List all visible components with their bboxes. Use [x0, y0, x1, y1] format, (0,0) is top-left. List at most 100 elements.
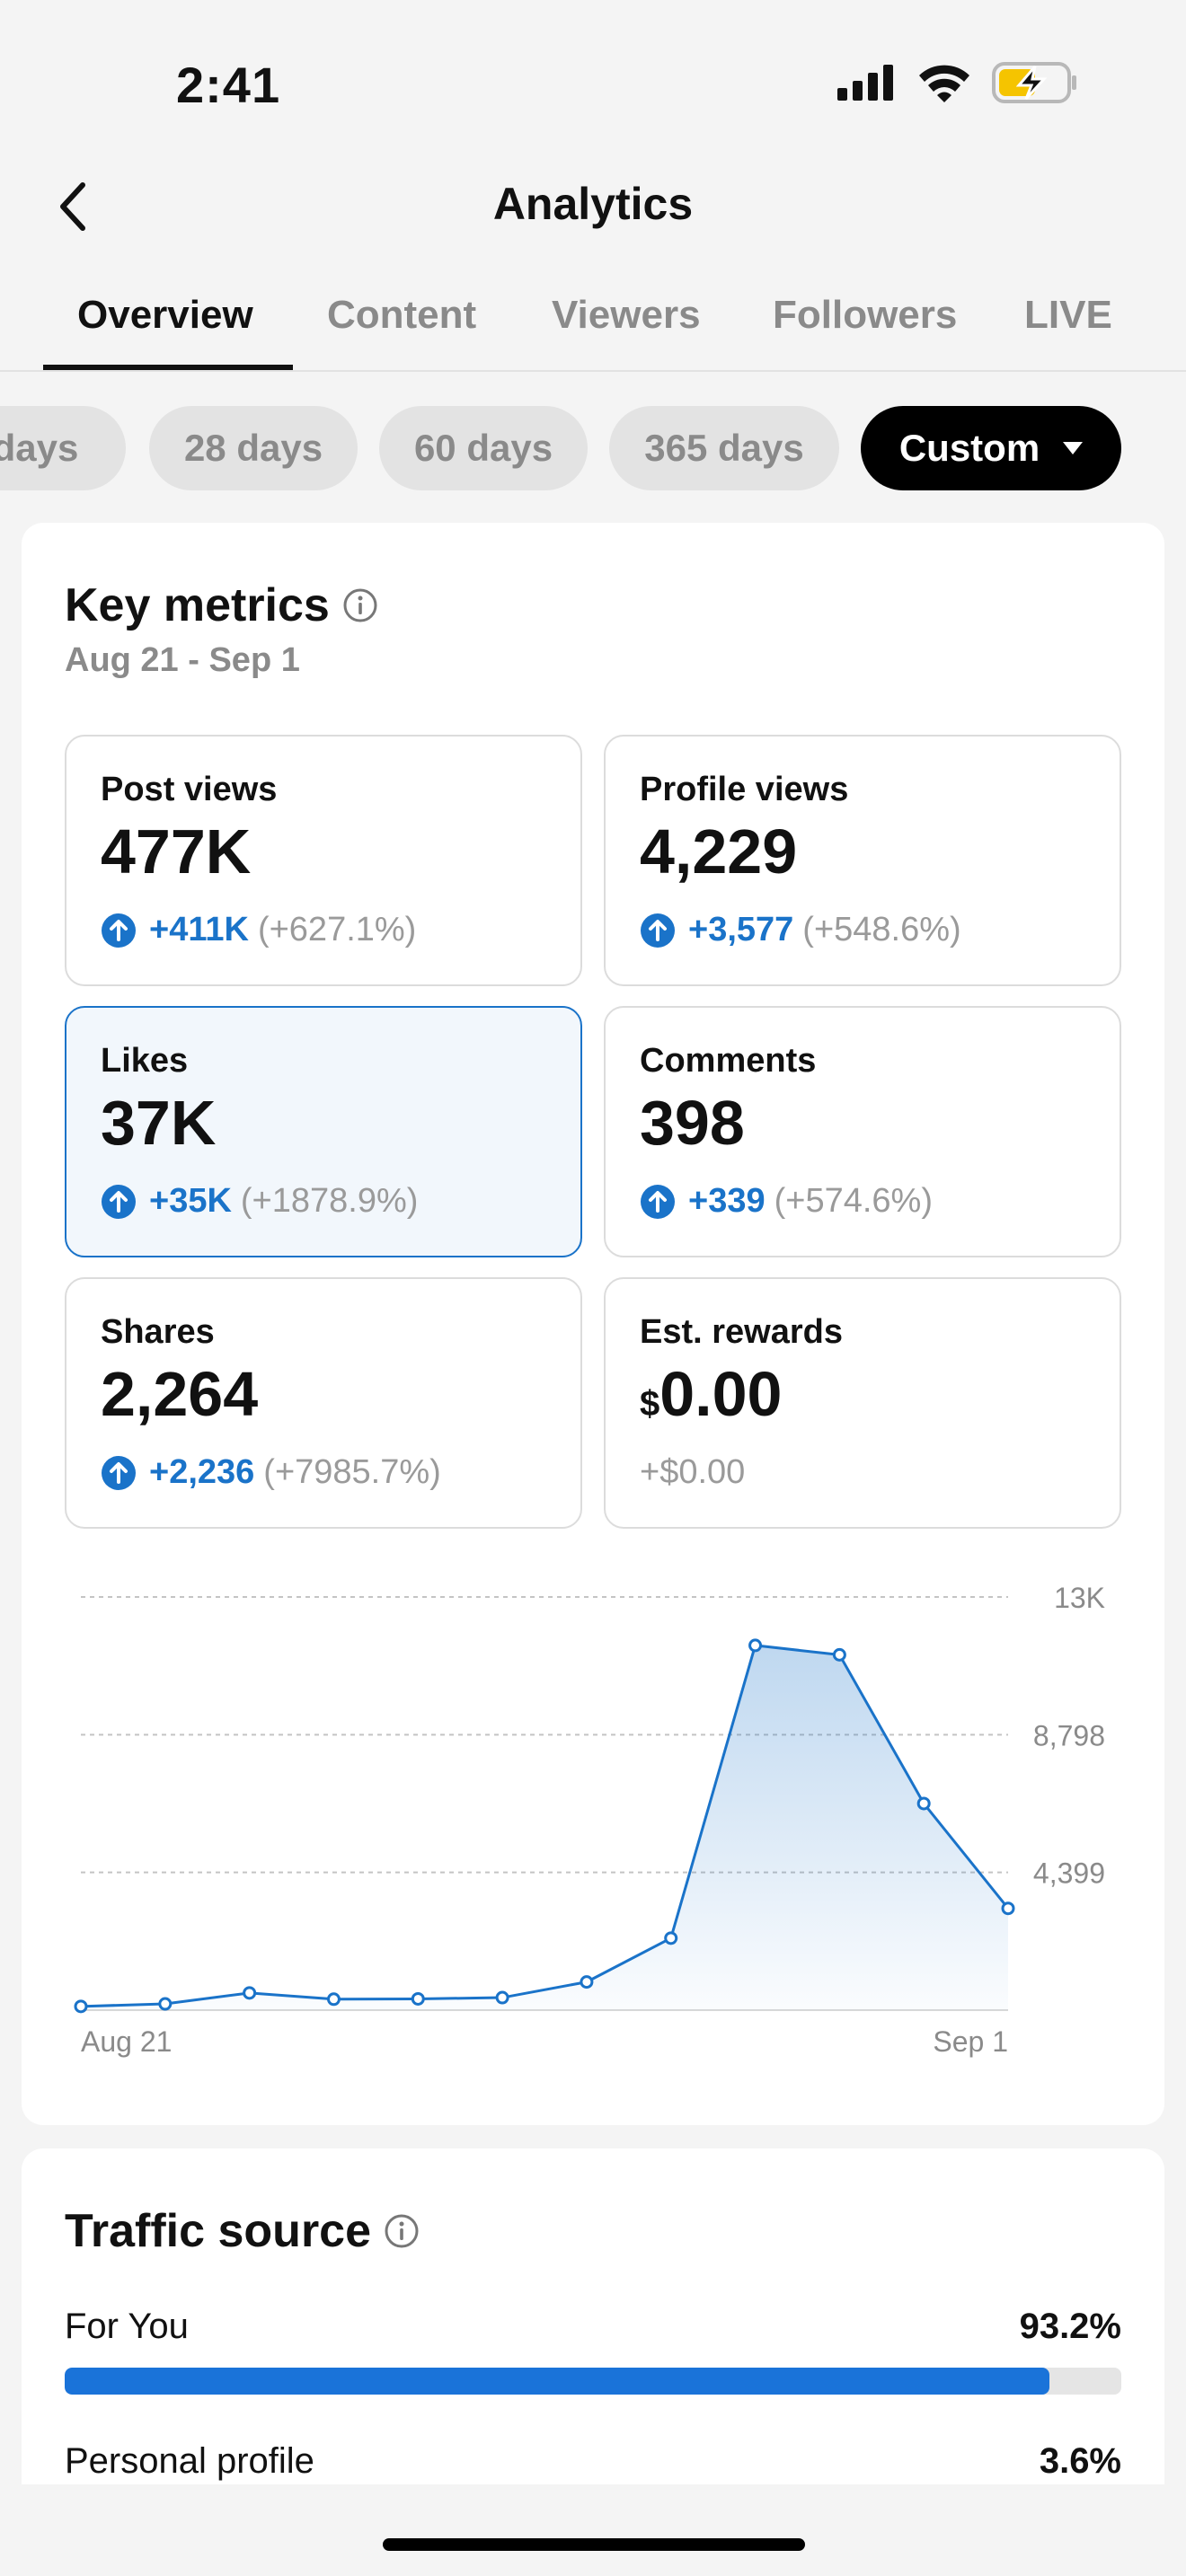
metric-change: +3,577 (+548.6%): [640, 911, 961, 949]
header: Analytics: [0, 162, 1186, 251]
likes-area-chart: 13K 8,798 4,399 Aug 21 Sep 1: [74, 1582, 1105, 2058]
date-range-chips: 7 days 28 days 60 days 365 days Custom: [0, 404, 1186, 494]
status-bar: 2:41: [0, 0, 1186, 162]
data-point[interactable]: [916, 1796, 931, 1811]
wifi-icon: [919, 65, 969, 102]
info-icon[interactable]: [342, 587, 378, 623]
back-button[interactable]: [36, 171, 108, 243]
metric-delta: +3,577: [688, 911, 794, 948]
metric-profile-views[interactable]: Profile views 4,229 +3,577 (+548.6%): [604, 735, 1121, 986]
metric-label: Post views: [101, 771, 278, 808]
arrow-up-circle-icon: [641, 913, 675, 948]
caret-down-icon: [1063, 442, 1084, 454]
metric-value: 4,229: [640, 816, 798, 887]
tab-overview[interactable]: Overview: [77, 293, 253, 337]
metric-comments[interactable]: Comments 398 +339 (+574.6%): [604, 1006, 1121, 1257]
metric-value: 37K: [101, 1088, 217, 1158]
metric-delta: +339: [688, 1182, 766, 1220]
x-axis-end-label: Sep 1: [933, 2025, 1008, 2058]
data-point[interactable]: [664, 1931, 678, 1945]
tab-bar: Overview Content Viewers Followers LIVE: [0, 278, 1186, 372]
likes-area-fill: [81, 1645, 1008, 2010]
metric-likes[interactable]: Likes 37K +35K (+1878.9%): [65, 1006, 582, 1257]
data-point[interactable]: [326, 1992, 341, 2007]
y-tick-label: 13K: [1054, 1582, 1105, 1614]
chevron-left-icon: [60, 182, 85, 231]
page-title: Analytics: [492, 179, 694, 229]
traffic-source-title: Traffic source: [65, 2204, 420, 2258]
data-point[interactable]: [411, 1991, 425, 2006]
metric-value: 2,264: [101, 1359, 259, 1429]
data-point[interactable]: [495, 1990, 509, 2005]
traffic-label: Personal profile: [65, 2441, 314, 2481]
metric-label: Est. rewards: [640, 1313, 843, 1351]
chip-60-days[interactable]: 60 days: [379, 406, 588, 490]
likes-series-line: [80, 1644, 1010, 2008]
metric-change: +35K (+1878.9%): [101, 1182, 418, 1221]
currency-symbol: $: [640, 1384, 660, 1424]
metric-label: Shares: [101, 1313, 215, 1351]
data-point[interactable]: [748, 1638, 763, 1653]
chip-365-days[interactable]: 365 days: [609, 406, 839, 490]
metric-delta: +35K: [149, 1182, 232, 1220]
chip-custom[interactable]: Custom: [861, 406, 1121, 490]
data-point[interactable]: [580, 1975, 594, 1989]
metric-value: 477K: [101, 816, 252, 887]
metric-label: Comments: [640, 1042, 817, 1080]
metric-change: +339 (+574.6%): [640, 1182, 933, 1221]
metric-label: Likes: [101, 1042, 189, 1080]
metric-delta: +$0.00: [640, 1453, 746, 1491]
arrow-up-circle-icon: [102, 913, 136, 948]
home-area: [0, 2484, 1186, 2576]
cellular-signal-icon: [837, 65, 893, 101]
metric-percent: (+1878.9%): [240, 1182, 419, 1220]
arrow-up-circle-icon: [641, 1184, 675, 1219]
key-metrics-title: Key metrics: [65, 578, 378, 632]
traffic-value: 93.2%: [1019, 2307, 1121, 2346]
metric-change: +2,236 (+7985.7%): [101, 1453, 441, 1492]
data-point[interactable]: [74, 1999, 88, 2014]
chip-28-days[interactable]: 28 days: [149, 406, 358, 490]
arrow-up-circle-icon: [102, 1184, 136, 1219]
data-point[interactable]: [243, 1986, 257, 2000]
traffic-label: For You: [65, 2307, 189, 2346]
data-point[interactable]: [1001, 1901, 1015, 1916]
metric-value: 398: [640, 1088, 745, 1158]
metric-percent: (+627.1%): [257, 911, 417, 948]
tab-content[interactable]: Content: [327, 293, 477, 337]
metric-change: +411K (+627.1%): [101, 911, 416, 949]
traffic-value: 3.6%: [1039, 2441, 1121, 2481]
metric-shares[interactable]: Shares 2,264 +2,236 (+7985.7%): [65, 1277, 582, 1529]
home-indicator[interactable]: [383, 2538, 805, 2551]
traffic-source-card: Traffic source For You 93.2% Personal pr…: [22, 2148, 1164, 2526]
metric-percent: (+7985.7%): [263, 1453, 441, 1491]
arrow-up-circle-icon: [102, 1455, 136, 1490]
metric-percent: (+574.6%): [774, 1182, 933, 1220]
metric-value: $0.00: [640, 1358, 783, 1430]
tab-live[interactable]: LIVE: [1024, 293, 1112, 337]
status-icons: [837, 61, 1078, 104]
metric-label: Profile views: [640, 771, 849, 808]
metric-post-views[interactable]: Post views 477K +411K (+627.1%): [65, 735, 582, 986]
data-point[interactable]: [158, 1997, 173, 2011]
data-point[interactable]: [832, 1647, 846, 1662]
tab-viewers[interactable]: Viewers: [552, 293, 701, 337]
status-time: 2:41: [176, 57, 281, 113]
y-tick-label: 8,798: [1033, 1719, 1105, 1751]
traffic-bar-for-you: [65, 2368, 1121, 2395]
traffic-bar-fill: [65, 2368, 1050, 2395]
chip-7-days[interactable]: 7 days: [0, 406, 126, 490]
x-axis-start-label: Aug 21: [81, 2025, 172, 2058]
key-metrics-card: Key metrics Aug 21 - Sep 1 Post views 47…: [22, 523, 1164, 2125]
y-tick-label: 4,399: [1033, 1857, 1105, 1890]
traffic-source-title-text: Traffic source: [65, 2205, 372, 2257]
metric-delta: +2,236: [149, 1453, 255, 1491]
metric-est-rewards[interactable]: Est. rewards $0.00 +$0.00: [604, 1277, 1121, 1529]
battery-charging-icon: [992, 62, 1076, 103]
metric-change: +$0.00: [640, 1453, 745, 1492]
metric-percent: (+548.6%): [802, 911, 961, 948]
date-range-label: Aug 21 - Sep 1: [65, 641, 300, 679]
active-tab-indicator: [43, 365, 293, 370]
tab-followers[interactable]: Followers: [773, 293, 958, 337]
info-icon[interactable]: [384, 2213, 420, 2249]
